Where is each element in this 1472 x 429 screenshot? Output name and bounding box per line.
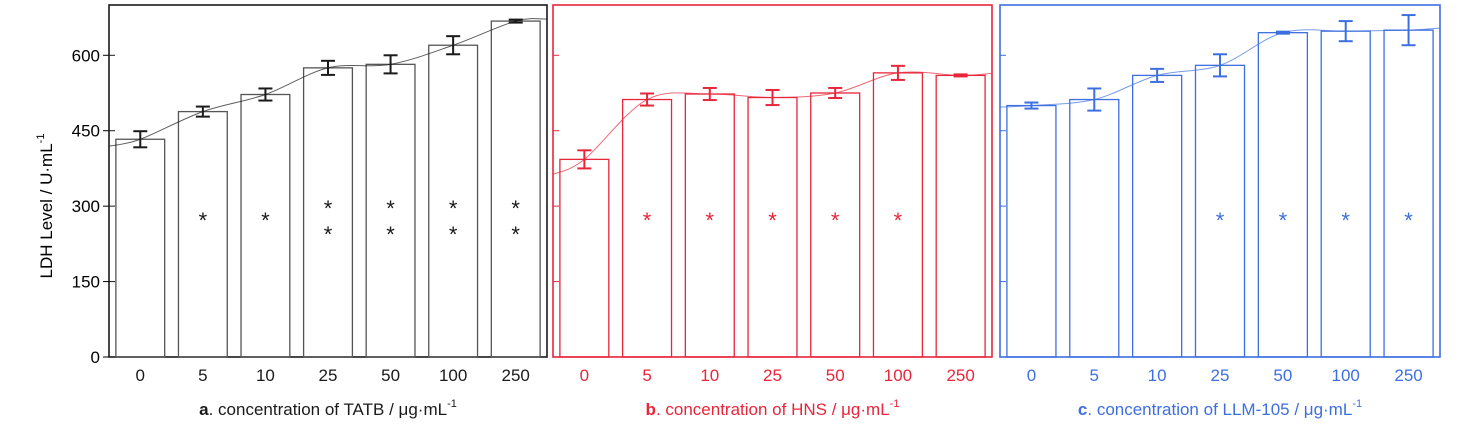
significance-star: *	[199, 208, 208, 233]
significance-star: *	[324, 196, 333, 221]
x-tick-label: 10	[256, 366, 275, 385]
significance-star: *	[324, 222, 333, 247]
bar	[1006, 104, 1057, 358]
bar	[490, 20, 541, 358]
x-axis-label-letter: c	[1078, 400, 1087, 419]
significance-star: *	[768, 208, 777, 233]
y-axis-label-main: LDH Level / U·mL	[37, 143, 56, 278]
significance-star: *	[831, 208, 840, 233]
x-tick-label: 50	[826, 366, 845, 385]
x-tick-label: 0	[136, 366, 145, 385]
significance-star: *	[894, 208, 903, 233]
x-axis-label-letter: a	[199, 400, 209, 419]
x-tick-label: 250	[1394, 366, 1422, 385]
x-tick-label: 100	[884, 366, 912, 385]
x-tick-label: 10	[1148, 366, 1167, 385]
x-axis-label-main: . concentration of TATB / μg·mL	[209, 400, 447, 419]
x-tick-label: 50	[381, 366, 400, 385]
significance-star: *	[706, 208, 715, 233]
y-tick-label: 150	[72, 273, 100, 292]
bar	[177, 110, 228, 358]
x-tick-label: 250	[946, 366, 974, 385]
bar	[115, 138, 166, 358]
y-tick-label: 300	[72, 197, 100, 216]
x-tick-label: 5	[642, 366, 651, 385]
x-axis-label-exponent: -1	[890, 398, 900, 410]
x-tick-label: 0	[1027, 366, 1036, 385]
bar	[559, 158, 610, 358]
x-axis-label-main: . concentration of HNS / μg·mL	[656, 400, 890, 419]
x-axis-label-exponent: -1	[1352, 398, 1362, 410]
x-axis-label: c. concentration of LLM-105 / μg·mL-1	[1078, 398, 1362, 419]
x-tick-label: 100	[1332, 366, 1360, 385]
x-tick-label: 50	[1273, 366, 1292, 385]
significance-star: *	[386, 222, 395, 247]
significance-star: *	[511, 196, 520, 221]
significance-star: *	[386, 196, 395, 221]
trend-curve	[552, 71, 993, 175]
x-tick-label: 5	[1090, 366, 1099, 385]
y-axis-label: LDH Level / U·mL-1	[35, 134, 56, 279]
significance-star: *	[511, 222, 520, 247]
x-tick-label: 10	[700, 366, 719, 385]
x-tick-label: 5	[198, 366, 207, 385]
x-tick-label: 250	[502, 366, 530, 385]
significance-star: *	[643, 208, 652, 233]
panel-frame	[552, 4, 993, 358]
x-tick-label: 100	[439, 366, 467, 385]
bar	[1320, 30, 1371, 358]
significance-star: *	[1216, 208, 1225, 233]
significance-star: *	[449, 222, 458, 247]
bar	[1257, 32, 1309, 358]
x-tick-label: 25	[763, 366, 782, 385]
trend-curve	[108, 18, 548, 147]
x-axis-label: b. concentration of HNS / μg·mL-1	[646, 398, 900, 419]
bar	[1383, 29, 1434, 358]
x-tick-label: 0	[580, 366, 589, 385]
x-tick-label: 25	[319, 366, 338, 385]
significance-star: *	[1341, 208, 1350, 233]
trend-curve	[999, 27, 1441, 108]
bar	[935, 74, 986, 358]
y-tick-label: 0	[91, 348, 100, 367]
bar	[1069, 98, 1120, 358]
y-tick-label: 600	[72, 46, 100, 65]
bar	[1131, 74, 1183, 358]
significance-star: *	[1279, 208, 1288, 233]
significance-star: *	[261, 208, 270, 233]
panel-b: 0 * 5 * 10 * 25 * 50 * 100 250 b. concentration of H…	[552, 4, 993, 419]
y-axis: 0 150 300 450 600	[72, 46, 109, 367]
x-axis-label-main: . concentration of LLM-105 / μg·mL	[1087, 400, 1352, 419]
x-axis-label-letter: b	[646, 400, 656, 419]
y-axis-label-exponent: -1	[35, 134, 47, 144]
y-tick-label: 450	[72, 122, 100, 141]
panel-c: 0 5 10 * 25 * 50 * 100 * 250 c. concentration of LL…	[999, 4, 1441, 419]
x-axis-label: a. concentration of TATB / μg·mL-1	[199, 398, 457, 419]
significance-star: *	[1404, 208, 1413, 233]
panel-frame	[108, 4, 548, 358]
x-axis-label-exponent: -1	[447, 398, 457, 410]
significance-star: *	[449, 196, 458, 221]
x-tick-label: 25	[1211, 366, 1230, 385]
